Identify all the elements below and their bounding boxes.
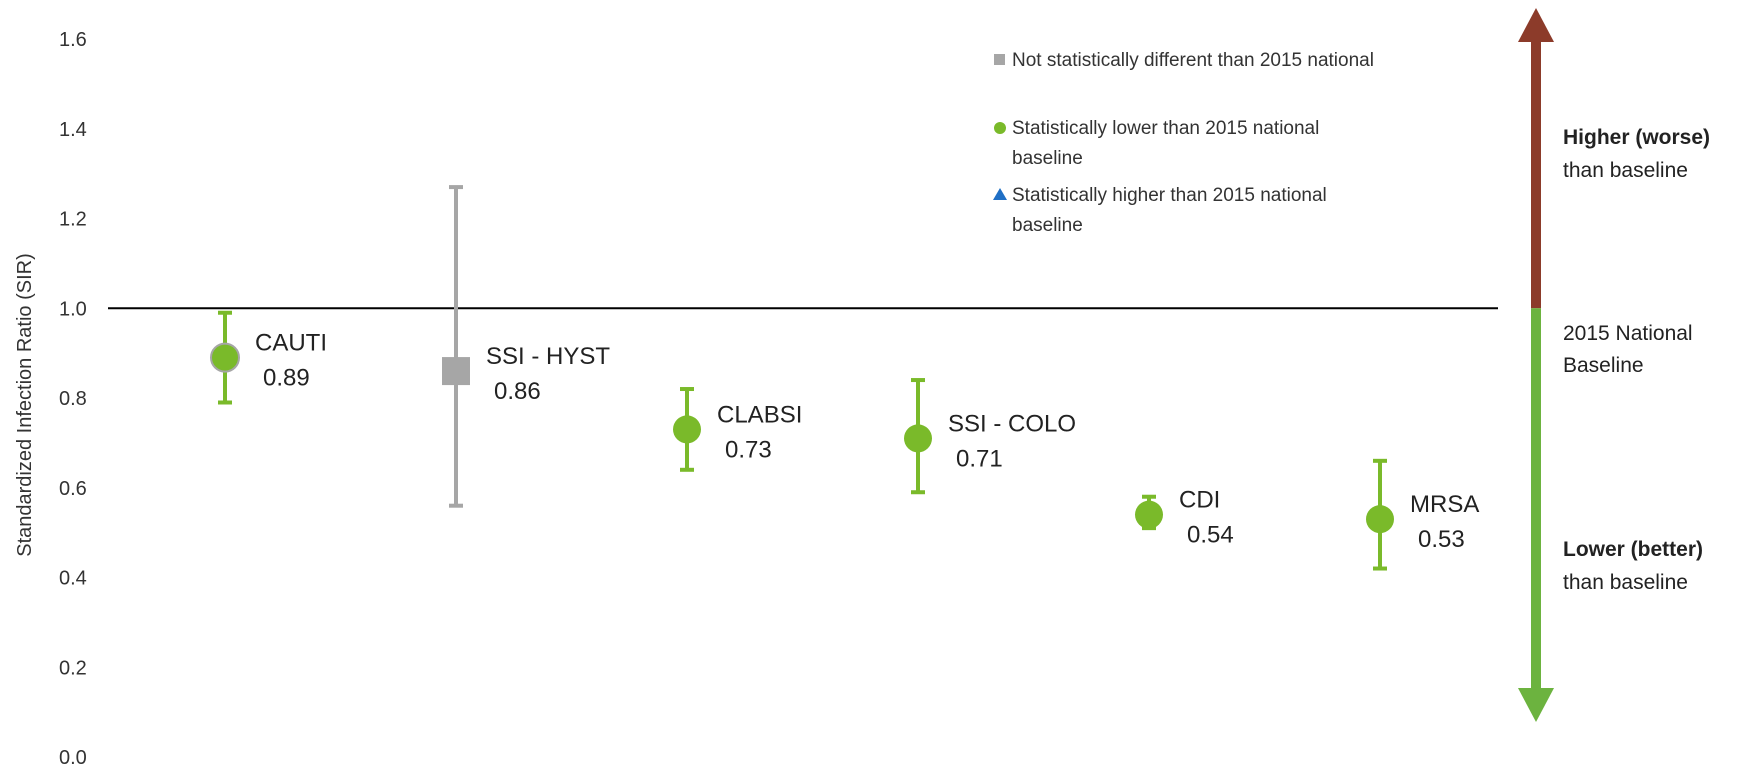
y-tick-label: 1.2 <box>59 209 87 231</box>
point-value-label: 0.71 <box>956 445 1003 472</box>
point-name-label: CDI <box>1179 487 1220 514</box>
data-point: CDI 0.54 <box>1135 487 1234 549</box>
arrow-up-head-icon <box>1518 8 1554 42</box>
y-tick-label: 1.4 <box>59 119 87 141</box>
legend: Not statistically different than 2015 na… <box>993 50 1374 236</box>
point-name-label: MRSA <box>1410 491 1479 518</box>
direction-arrow <box>1518 8 1554 722</box>
legend-square-icon <box>994 54 1005 65</box>
point-name-label: CAUTI <box>255 330 327 357</box>
point-name-label: SSI - HYST <box>486 343 610 370</box>
y-tick-label: 0.8 <box>59 388 87 410</box>
legend-entry: Not statistically different than 2015 na… <box>994 50 1374 71</box>
point-value-label: 0.86 <box>494 378 541 405</box>
legend-triangle-icon <box>993 188 1007 200</box>
higher-subtext: than baseline <box>1563 159 1688 182</box>
y-axis-ticks: 0.0 0.2 0.4 0.6 0.8 1.0 1.2 1.4 1.6 <box>59 29 87 766</box>
lower-subtext: than baseline <box>1563 571 1688 594</box>
legend-label: Statistically lower than 2015 national <box>1012 118 1319 139</box>
y-tick-label: 0.6 <box>59 478 87 500</box>
lower-label: Lower (better) <box>1563 538 1703 561</box>
point-marker-circle <box>673 415 701 444</box>
point-value-label: 0.89 <box>263 365 310 392</box>
data-point: SSI - HYST 0.86 <box>442 185 610 508</box>
y-tick-label: 0.0 <box>59 747 87 766</box>
y-axis-label: Standardized Infection Ratio (SIR) <box>14 253 36 557</box>
point-name-label: CLABSI <box>717 401 802 428</box>
point-marker-circle <box>1366 505 1394 534</box>
data-point: MRSA 0.53 <box>1366 458 1479 571</box>
higher-label: Higher (worse) <box>1563 126 1710 149</box>
data-point: CAUTI 0.89 <box>210 310 327 405</box>
legend-entry: Statistically lower than 2015 national ba… <box>994 118 1319 169</box>
y-tick-label: 1.6 <box>59 29 87 51</box>
legend-circle-icon <box>994 122 1006 134</box>
point-marker-circle <box>210 342 240 373</box>
y-tick-label: 0.2 <box>59 657 87 679</box>
data-point: SSI - COLO 0.71 <box>904 378 1076 495</box>
y-tick-label: 1.0 <box>59 298 87 320</box>
arrow-down-head-icon <box>1518 688 1554 722</box>
point-value-label: 0.54 <box>1187 522 1234 549</box>
legend-label: Statistically higher than 2015 national <box>1012 185 1327 206</box>
baseline-label-line2: Baseline <box>1563 354 1644 377</box>
legend-label: Not statistically different than 2015 na… <box>1012 50 1374 71</box>
baseline-label-line1: 2015 National <box>1563 322 1693 345</box>
point-marker-square <box>442 357 470 386</box>
data-points: CAUTI 0.89 SSI - HYST 0.86 CLABSI 0.73 SSI - C… <box>210 185 1479 571</box>
point-value-label: 0.53 <box>1418 526 1465 553</box>
point-marker-circle <box>1135 500 1163 529</box>
side-annotations: Higher (worse) than baseline 2015 Nation… <box>1563 126 1710 594</box>
legend-label: baseline <box>1012 148 1083 169</box>
legend-entry: Statistically higher than 2015 national b… <box>993 185 1327 236</box>
point-name-label: SSI - COLO <box>948 410 1076 437</box>
point-value-label: 0.73 <box>725 436 772 463</box>
y-tick-label: 0.4 <box>59 568 87 590</box>
legend-label: baseline <box>1012 215 1083 236</box>
data-point: CLABSI 0.73 <box>673 387 802 472</box>
point-marker-circle <box>904 424 932 453</box>
